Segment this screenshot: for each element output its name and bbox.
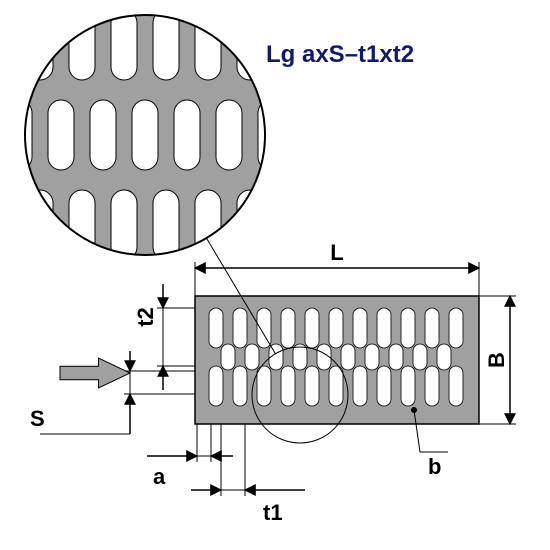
svg-text:b: b [428, 454, 441, 479]
svg-text:a: a [153, 464, 166, 489]
perforated-sheet [195, 296, 479, 424]
svg-text:S: S [30, 406, 45, 431]
diagram-title: Lg axS–t1xt2 [266, 41, 414, 68]
svg-text:B: B [484, 352, 509, 368]
direction-arrow-icon [60, 358, 130, 388]
svg-text:t1: t1 [263, 500, 283, 525]
svg-text:L: L [330, 240, 343, 265]
svg-text:t2: t2 [133, 307, 158, 327]
